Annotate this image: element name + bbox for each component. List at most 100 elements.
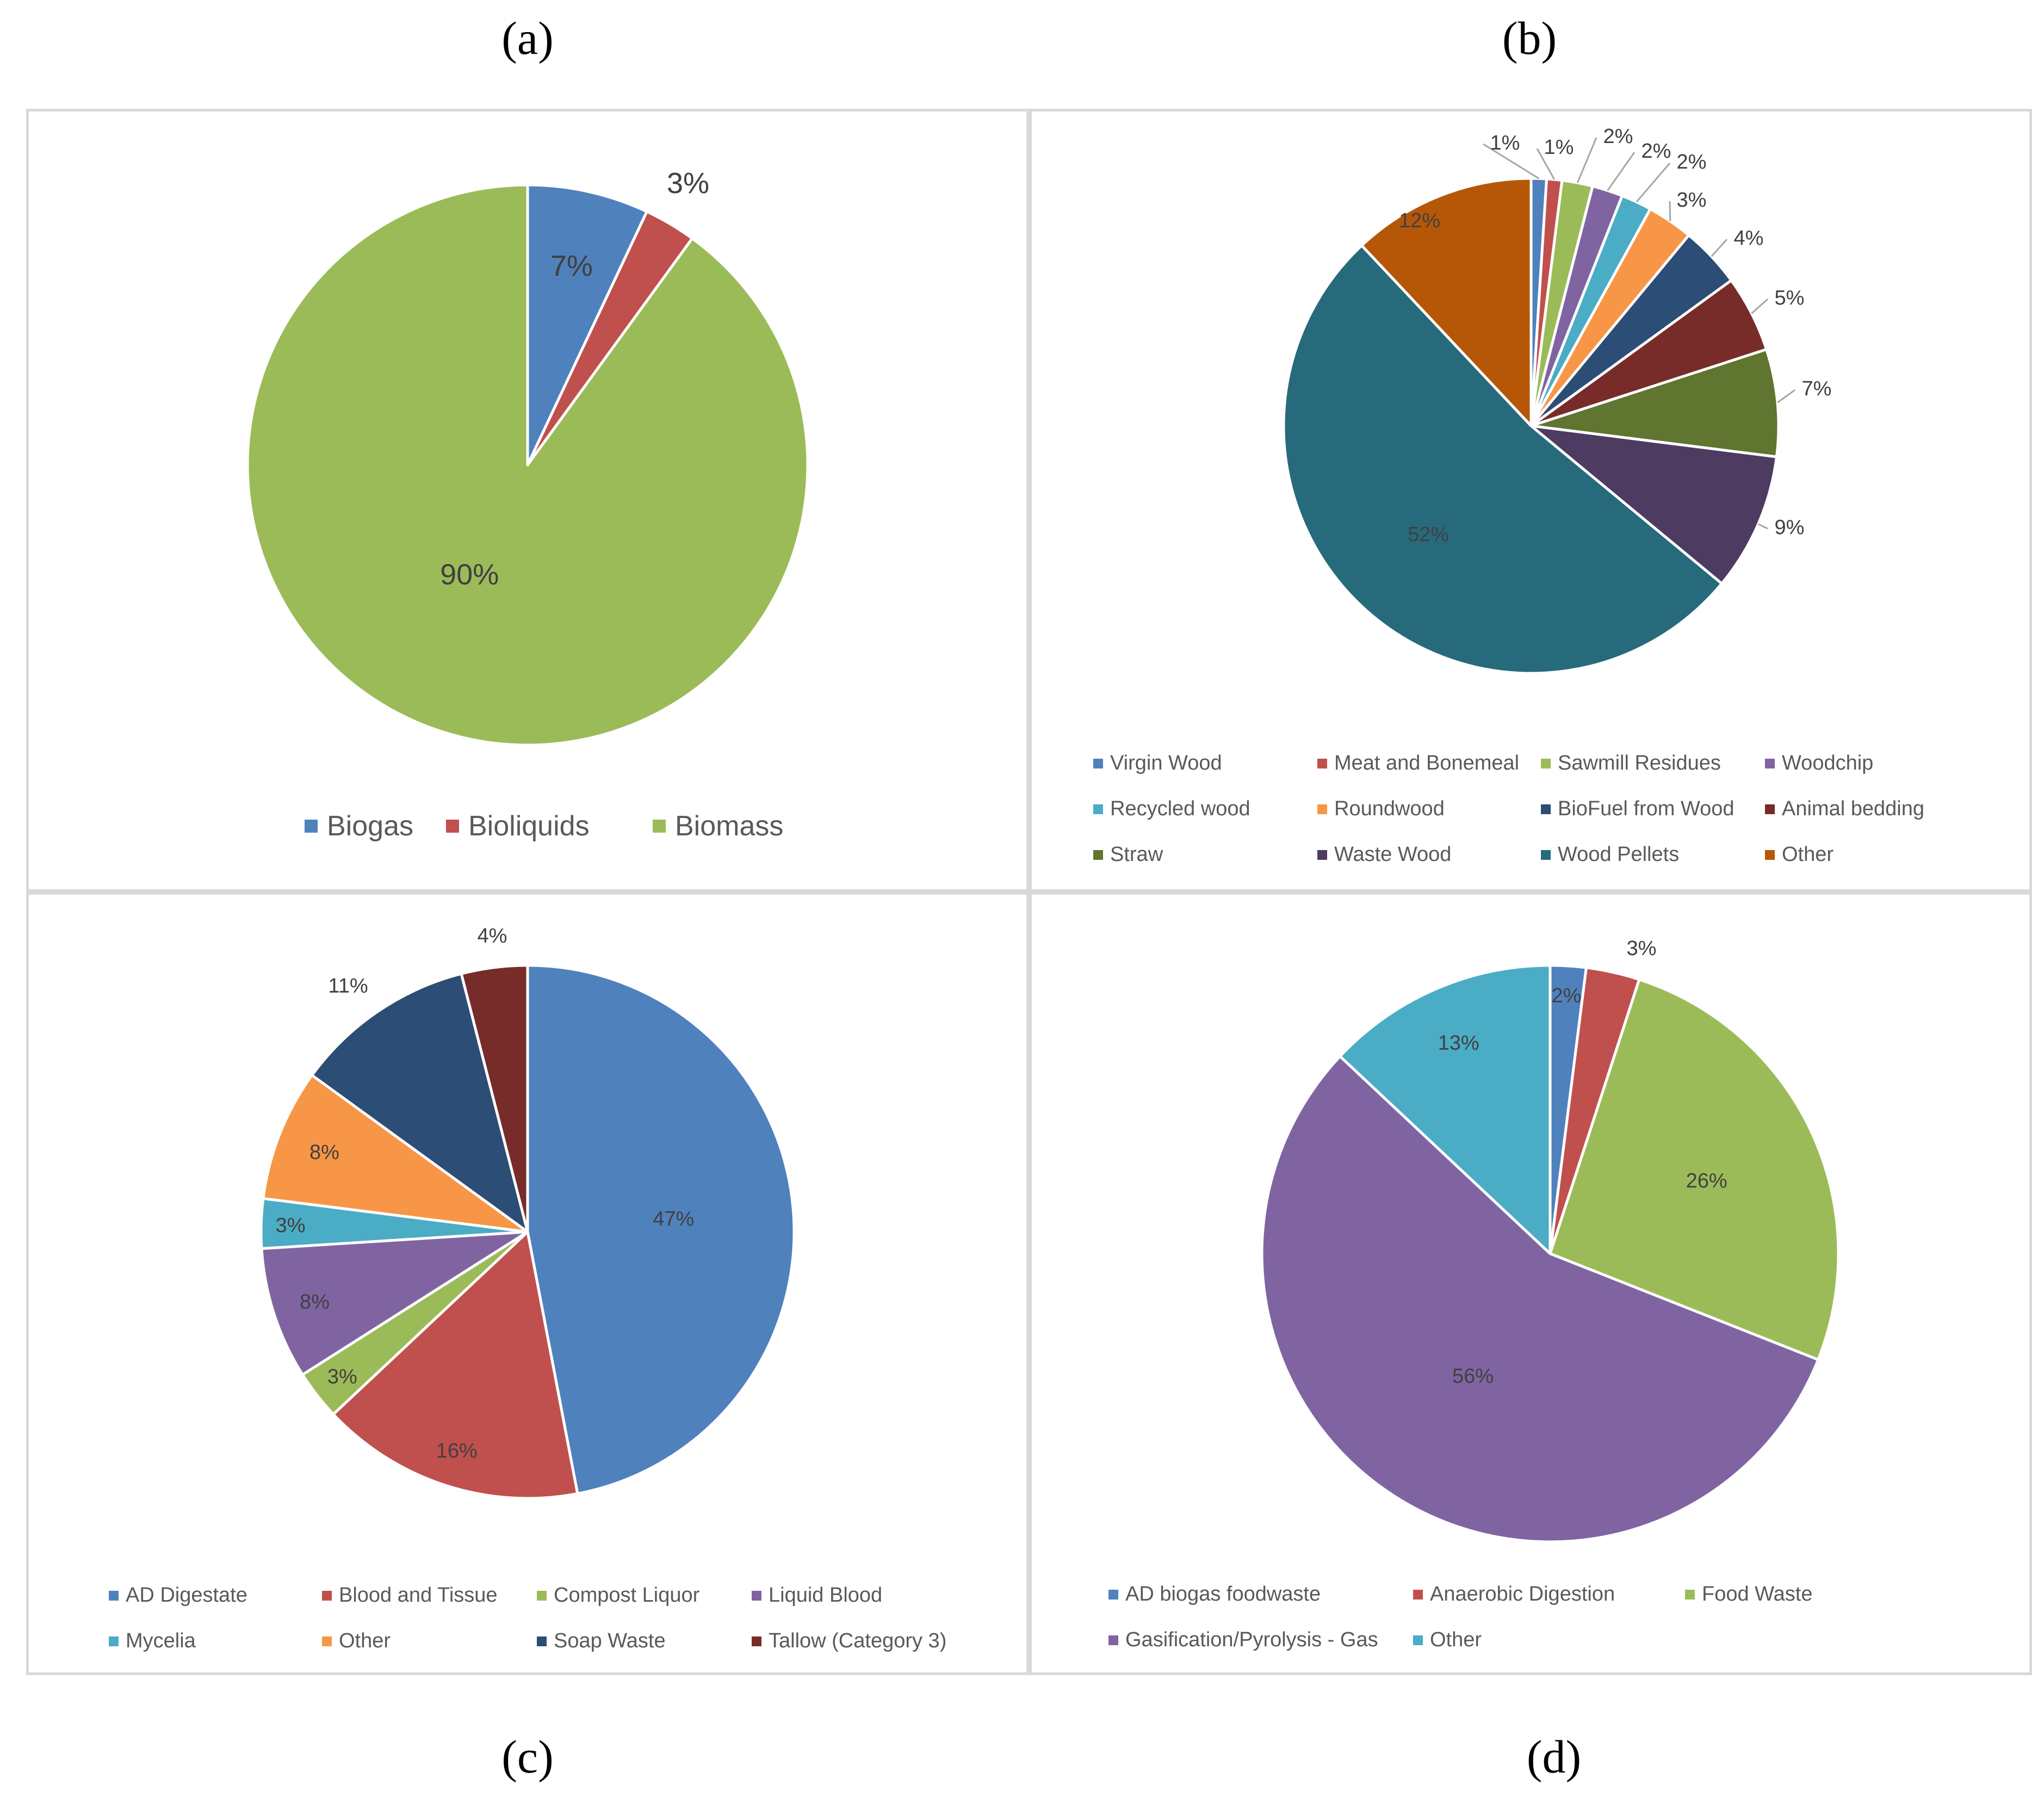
legend-label: Straw <box>1110 843 1163 866</box>
leader-line <box>1636 163 1671 203</box>
legend-label: Bioliquids <box>468 810 590 842</box>
legend-label: Roundwood <box>1334 797 1445 821</box>
data-label: 3% <box>276 1214 306 1237</box>
legend-item: Tallow (Category 3) <box>752 1629 946 1653</box>
legend-item: Liquid Blood <box>752 1584 882 1607</box>
pie-slice-other <box>1339 964 1552 1255</box>
caption-d: (d) <box>1526 1731 1582 1783</box>
leader-line <box>1536 148 1556 180</box>
legend-label: Meat and Bonemeal <box>1334 752 1520 775</box>
legend-swatch <box>1108 1589 1118 1600</box>
data-label: 7% <box>1802 377 1832 400</box>
legend-swatch <box>446 819 459 833</box>
legend-label: Recycled wood <box>1110 797 1250 821</box>
legend-swatch <box>1541 850 1551 860</box>
legend-item: Biomass <box>653 810 783 842</box>
data-label: 2% <box>1677 151 1707 173</box>
data-label: 26% <box>1686 1170 1727 1193</box>
legend-item: Gasification/Pyrolysis - Gas <box>1108 1628 1378 1652</box>
legend-label: Wood Pellets <box>1558 843 1680 866</box>
legend-label: Soap Waste <box>554 1629 666 1653</box>
data-label: 12% <box>1399 209 1440 232</box>
pie-slice-wood-pellets <box>1282 244 1724 675</box>
legend-item: Other <box>322 1629 391 1653</box>
legend-item: Meat and Bonemeal <box>1317 752 1519 775</box>
data-label: 56% <box>1452 1365 1494 1388</box>
leader-line <box>1757 523 1768 530</box>
caption-c: (c) <box>501 1731 554 1783</box>
data-label: 8% <box>309 1141 339 1164</box>
legend-swatch <box>1765 804 1775 814</box>
legend-label: Compost Liquor <box>554 1584 700 1607</box>
legend-item: Woodchip <box>1765 752 1873 775</box>
legend-swatch <box>305 819 318 833</box>
legend-item: Other <box>1413 1628 1482 1652</box>
legend-item: Roundwood <box>1317 797 1445 821</box>
leader-line <box>1576 137 1597 183</box>
data-label: 52% <box>1408 523 1449 546</box>
legend-swatch <box>1093 758 1103 768</box>
data-label: 3% <box>1627 937 1657 960</box>
legend-item: Wood Pellets <box>1541 843 1679 866</box>
data-label: 16% <box>436 1440 478 1462</box>
pie-slice-food-waste <box>1549 978 1840 1361</box>
legend-label: Mycelia <box>126 1629 196 1653</box>
legend-swatch <box>1413 1635 1423 1645</box>
data-label: 90% <box>440 559 499 591</box>
legend-label: Other <box>339 1629 391 1653</box>
pie-slice-animal-bedding <box>1529 279 1768 427</box>
data-label: 4% <box>1734 227 1764 250</box>
pie-slice-biogas <box>526 183 648 467</box>
legend-swatch <box>1765 758 1775 768</box>
data-label: 8% <box>300 1291 330 1313</box>
legend-item: Waste Wood <box>1317 843 1451 866</box>
leader-line <box>1607 152 1636 191</box>
legend-label: AD biogas foodwaste <box>1125 1583 1321 1606</box>
legend-label: Waste Wood <box>1334 843 1452 866</box>
data-label: 7% <box>550 250 593 282</box>
legend-label: Virgin Wood <box>1110 752 1222 775</box>
legend-label: Tallow (Category 3) <box>769 1629 947 1653</box>
legend-swatch <box>537 1590 547 1601</box>
legend-swatch <box>1317 758 1327 768</box>
legend-label: Sawmill Residues <box>1558 752 1721 775</box>
legend-item: AD Digestate <box>109 1584 247 1607</box>
legend-label: Gasification/Pyrolysis - Gas <box>1125 1628 1378 1652</box>
legend-item: Anaerobic Digestion <box>1413 1583 1615 1606</box>
pie-slice-liquid-blood <box>260 1230 529 1377</box>
leader-line <box>1777 389 1795 404</box>
pie-slice-other <box>1360 177 1533 427</box>
legend-swatch <box>109 1636 119 1646</box>
legend-swatch <box>1685 1589 1695 1600</box>
legend-item: Blood and Tissue <box>322 1584 498 1607</box>
legend-swatch <box>1541 758 1551 768</box>
legend-item: Sawmill Residues <box>1541 752 1721 775</box>
data-label: 1% <box>1544 136 1574 159</box>
legend-item: Mycelia <box>109 1629 196 1653</box>
leader-line <box>1711 238 1728 257</box>
data-label: 5% <box>1775 287 1805 309</box>
legend-swatch <box>322 1590 332 1601</box>
pie-slice-other <box>262 1074 529 1233</box>
legend-swatch <box>322 1636 332 1646</box>
legend-label: Food Waste <box>1702 1583 1813 1606</box>
legend-swatch <box>109 1590 119 1601</box>
pie-slice-blood-and-tissue <box>332 1230 579 1500</box>
legend-swatch <box>653 819 666 833</box>
data-label: 3% <box>1677 189 1707 212</box>
legend-label: Animal bedding <box>1782 797 1924 821</box>
pie-slice-straw <box>1529 348 1780 458</box>
legend-label: Woodchip <box>1782 752 1874 775</box>
legend-item: Soap Waste <box>537 1629 666 1653</box>
legend-label: Blood and Tissue <box>339 1584 498 1607</box>
legend-label: BioFuel from Wood <box>1558 797 1735 821</box>
legend-label: Anaerobic Digestion <box>1430 1583 1615 1606</box>
legend-swatch <box>1765 850 1775 860</box>
leader-line <box>1483 143 1540 179</box>
legend-item: Food Waste <box>1685 1583 1812 1606</box>
leader-line <box>1751 298 1768 314</box>
